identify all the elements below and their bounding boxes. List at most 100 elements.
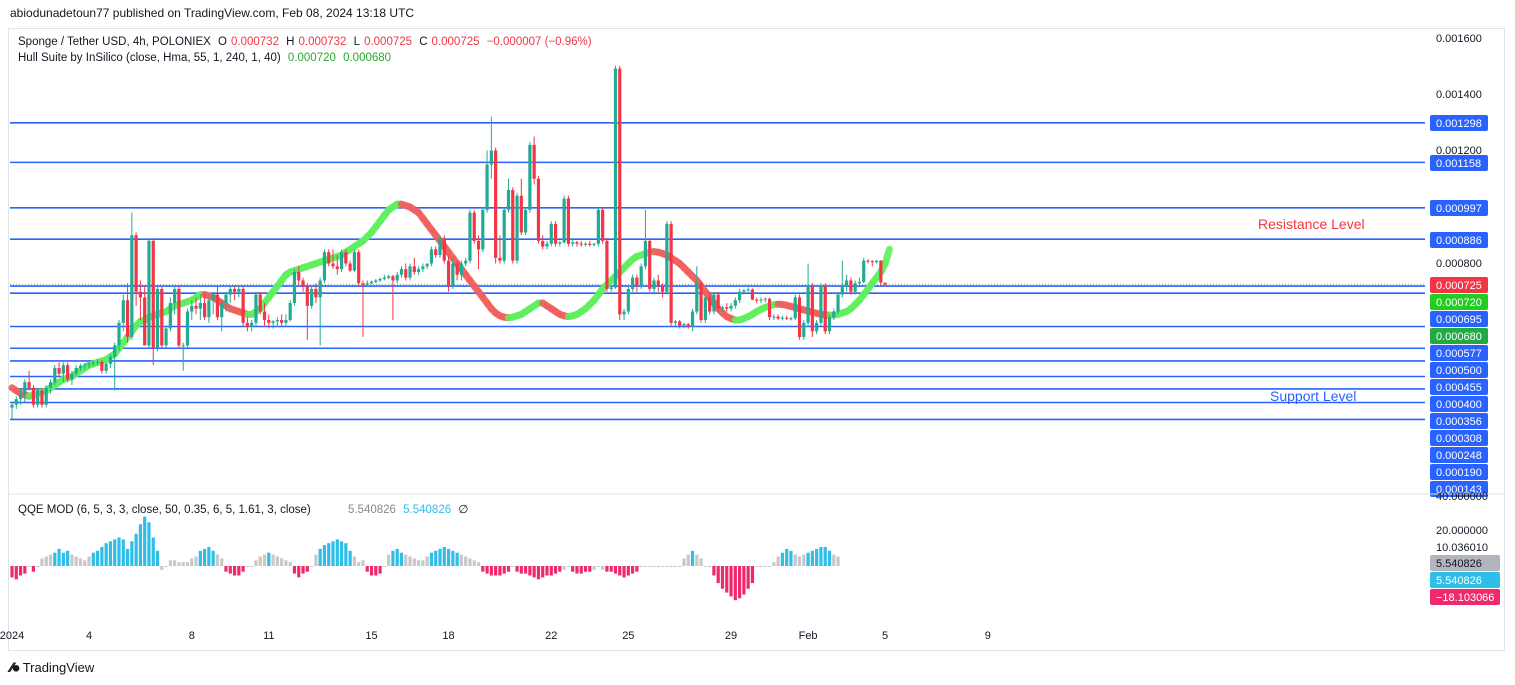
candle-body: [297, 271, 301, 281]
qqe-bar: [53, 552, 57, 566]
candle-body: [815, 322, 819, 332]
qqe-bar: [772, 562, 776, 566]
candle-body: [160, 288, 164, 346]
candle-body: [695, 283, 699, 312]
qqe-bar: [566, 566, 570, 567]
candle-body: [506, 190, 511, 210]
qqe-bar: [716, 566, 720, 584]
qqe-bar: [579, 566, 583, 574]
hull-name: Hull Suite by InSilico (close, Hma, 55, …: [18, 52, 281, 64]
qqe-bar: [442, 547, 446, 566]
time-axis-tick: 18: [442, 630, 454, 642]
candle-body: [716, 294, 720, 309]
qqe-bar: [335, 539, 339, 566]
qqe-bar: [725, 566, 729, 593]
hull-band-segment: [881, 245, 893, 267]
candle-body: [759, 299, 763, 301]
qqe-bar: [374, 566, 378, 576]
time-axis-tick: 4: [86, 630, 92, 642]
candle-body: [434, 249, 438, 256]
qqe-bar: [836, 556, 840, 566]
candle-body: [553, 223, 558, 244]
candle-body: [378, 279, 382, 281]
candle-body: [177, 288, 181, 346]
price-label-box: [1430, 155, 1488, 171]
qqe-bar: [639, 566, 643, 567]
candle-body: [339, 252, 344, 270]
candle-body: [357, 252, 361, 284]
qqe-bar: [827, 550, 832, 566]
resistance-level-label: Resistance Level: [1258, 216, 1365, 232]
qqe-bar: [357, 562, 361, 566]
qqe-bar: [271, 554, 275, 566]
candle-body: [374, 280, 378, 282]
qqe-bar: [331, 541, 335, 566]
price-label-text: 0.000725: [1436, 280, 1482, 292]
qqe-value-2: 5.540826: [403, 504, 452, 516]
qqe-bar: [502, 566, 506, 574]
candle-body: [682, 324, 686, 326]
candle-body: [579, 243, 583, 245]
candle-body: [678, 321, 682, 326]
candle-body: [652, 280, 656, 289]
candle-body: [382, 277, 386, 280]
qqe-bar: [699, 558, 703, 566]
price-label-box: [1430, 328, 1488, 344]
qqe-bar: [485, 566, 489, 574]
qqe-bar: [622, 566, 626, 578]
candle-body: [387, 276, 391, 278]
qqe-bar: [596, 566, 600, 567]
qqe-bar: [626, 566, 630, 576]
candle-body: [438, 238, 442, 256]
candle-body: [245, 322, 249, 328]
qqe-bar: [652, 566, 656, 567]
qqe-bar: [588, 566, 592, 572]
candle-body: [147, 240, 151, 346]
qqe-bar: [682, 558, 686, 566]
qqe-bar: [536, 566, 541, 580]
qqe-bar: [348, 550, 352, 566]
candle-body: [849, 280, 853, 292]
candle-body: [310, 288, 314, 306]
price-label-text: 0.000577: [1436, 348, 1482, 360]
candle-body: [618, 68, 622, 315]
qqe-bar: [44, 556, 48, 566]
time-axis-tick: 8: [189, 630, 195, 642]
candle-body: [10, 404, 14, 408]
qqe-bar: [143, 516, 147, 566]
candle-body: [190, 305, 194, 312]
candle-body: [220, 303, 224, 318]
qqe-bar: [361, 560, 365, 566]
time-axis-tick: 9: [985, 630, 991, 642]
qqe-bar: [703, 566, 707, 567]
candle-body: [613, 68, 618, 288]
candle-body: [750, 289, 755, 300]
price-label-box: [1430, 447, 1488, 463]
qqe-bar: [369, 566, 374, 576]
qqe-bar: [506, 566, 511, 572]
candle-body: [596, 209, 600, 244]
qqe-bar: [87, 556, 91, 566]
qqe-bar: [750, 566, 755, 584]
publisher-line: abiodunadetoun77 published on TradingVie…: [10, 6, 415, 20]
candle-body: [776, 316, 780, 319]
candle-body: [173, 288, 177, 304]
qqe-bar: [151, 537, 155, 566]
qqe-bar: [117, 537, 121, 566]
qqe-bar: [108, 541, 113, 566]
candle-body: [549, 223, 553, 244]
brand-name: TradingView: [22, 660, 95, 675]
candle-body: [541, 240, 545, 247]
qqe-name: QQE MOD (6, 5, 3, 3, close, 50, 0.35, 6,…: [18, 504, 311, 516]
candle-body: [699, 283, 703, 320]
qqe-bar: [446, 548, 451, 566]
candle-body: [369, 281, 374, 284]
candle-body: [125, 300, 130, 337]
qqe-bar: [819, 547, 823, 566]
price-label-box: [1430, 464, 1488, 480]
tradingview-footer[interactable]: ⁄⁄⦁ TradingView: [10, 659, 94, 676]
qqe-bar: [558, 566, 562, 572]
price-label-text: 0.001158: [1436, 158, 1481, 170]
candle-body: [720, 307, 725, 309]
